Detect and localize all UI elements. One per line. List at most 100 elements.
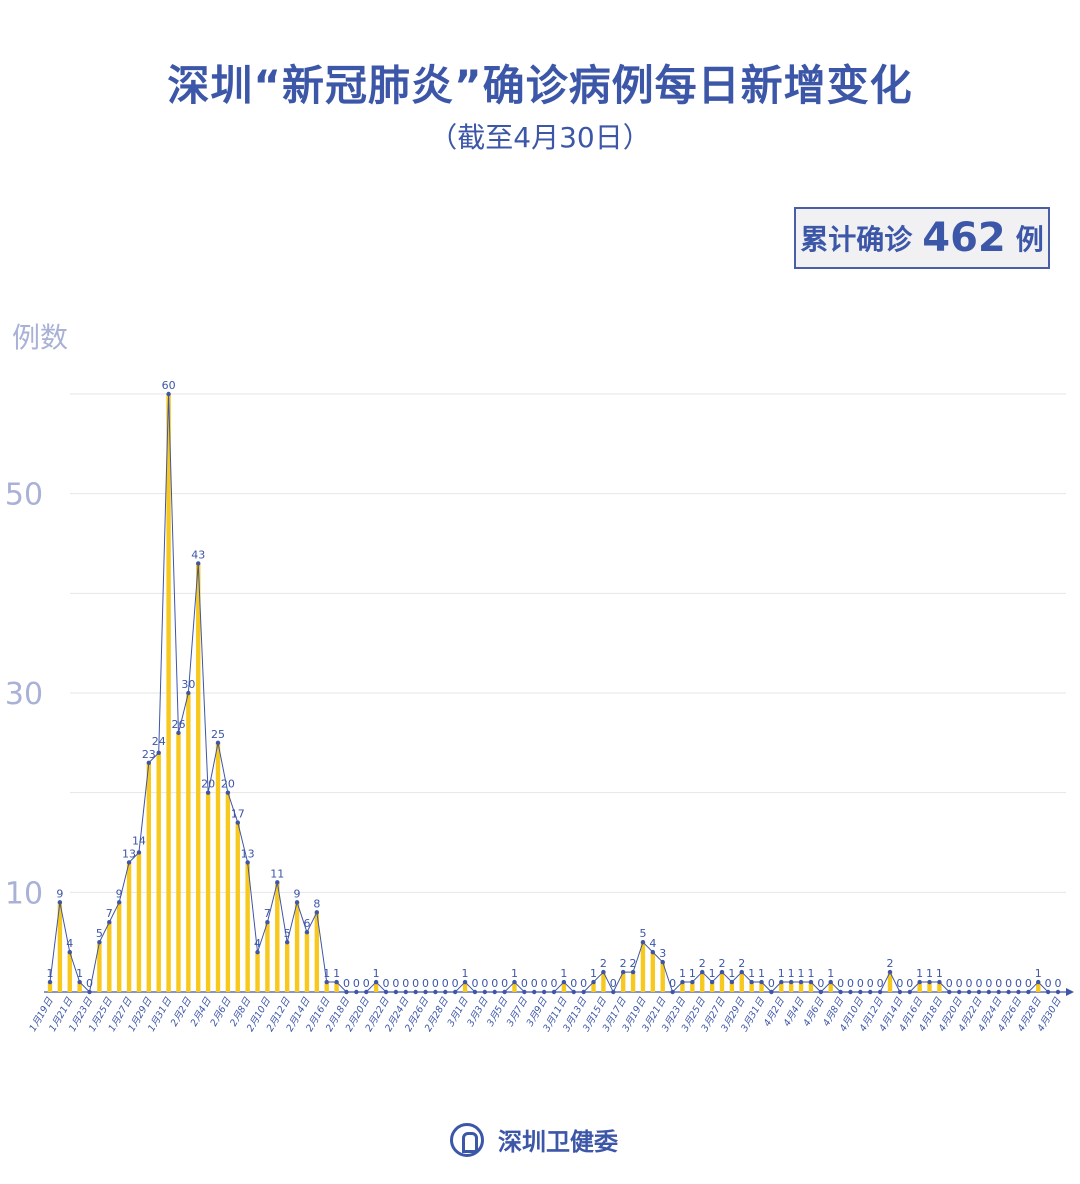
bar [107,922,112,992]
data-point [858,989,863,995]
bar [294,902,300,992]
data-point [492,989,497,995]
data-label: 0 [402,977,409,990]
data-label: 1 [728,967,735,980]
data-point [47,979,53,985]
chart-subtitle: （截至4月30日） [429,121,651,154]
data-point [304,930,310,935]
data-point [690,979,695,985]
data-point [601,969,606,975]
data-point [294,900,300,905]
data-label: 0 [966,977,973,990]
data-label: 0 [995,977,1002,990]
data-point [373,979,379,985]
bar [630,972,636,992]
bar [284,942,290,992]
data-label: 9 [294,887,301,900]
bar [660,962,665,992]
data-point [87,989,92,995]
data-point [196,561,201,566]
data-point [917,979,922,985]
data-point [1045,989,1051,995]
data-point [126,860,132,865]
data-point [482,989,488,995]
data-point [591,979,596,985]
bar [729,982,735,992]
data-point [680,979,685,985]
bar [334,982,339,992]
data-label: 1 [827,967,834,980]
bar [512,982,517,992]
data-label: 1 [926,967,933,980]
data-label: 0 [956,977,963,990]
data-label: 1 [778,967,785,980]
y-tick-label: 50 [5,478,43,513]
data-label: 0 [570,977,577,990]
data-label: 7 [106,907,113,920]
bar [205,792,211,992]
bar [116,902,122,992]
data-label: 1 [47,967,54,980]
data-label: 8 [313,897,320,910]
data-label: 1 [560,967,567,980]
data-label: 4 [649,937,656,950]
data-label: 1 [679,967,686,980]
data-label: 0 [610,977,617,990]
bar [887,972,893,992]
data-label: 1 [511,967,518,980]
bar [186,693,191,992]
bar [690,982,695,992]
data-point [1006,989,1011,995]
data-point [452,989,458,995]
bar [462,982,468,992]
bar [215,742,221,992]
data-point [403,989,408,995]
data-point [660,959,665,965]
bar [828,982,833,992]
data-label: 0 [412,977,419,990]
bar [700,972,705,992]
data-point [640,939,646,945]
bar [779,982,784,992]
data-point [650,949,656,955]
data-label: 26 [171,718,185,731]
y-tick-label: 30 [5,677,43,712]
total-label: 累计确诊 [800,223,913,256]
data-point [838,989,843,995]
data-label: 17 [231,808,245,821]
data-label: 0 [1015,977,1022,990]
data-point [828,979,833,985]
data-point [848,989,853,995]
bar [275,882,280,992]
data-label: 0 [857,977,864,990]
bar [136,852,142,992]
bar [156,752,161,992]
data-label: 4 [254,937,261,950]
bar [620,972,626,992]
data-point [976,989,982,995]
bar [196,563,201,992]
data-point [808,979,814,985]
data-label: 4 [66,937,73,950]
data-point [1036,979,1041,985]
daily-cases-chart: 1030501941057913142324602630432025201713… [5,379,1074,1034]
data-point [729,979,735,985]
data-label: 0 [531,977,538,990]
data-label: 5 [96,927,103,940]
data-point [462,979,468,985]
data-label: 2 [699,957,706,970]
bar [225,792,231,992]
data-label: 11 [270,867,284,880]
data-point [413,989,418,995]
data-point [522,989,527,995]
data-label: 13 [241,847,255,860]
bar [709,982,715,992]
bar [176,732,181,992]
data-point [986,989,992,995]
data-point [67,949,72,955]
data-point [116,900,122,905]
data-point [788,979,794,985]
data-label: 0 [481,977,488,990]
data-label: 0 [353,977,360,990]
data-label: 2 [887,957,894,970]
